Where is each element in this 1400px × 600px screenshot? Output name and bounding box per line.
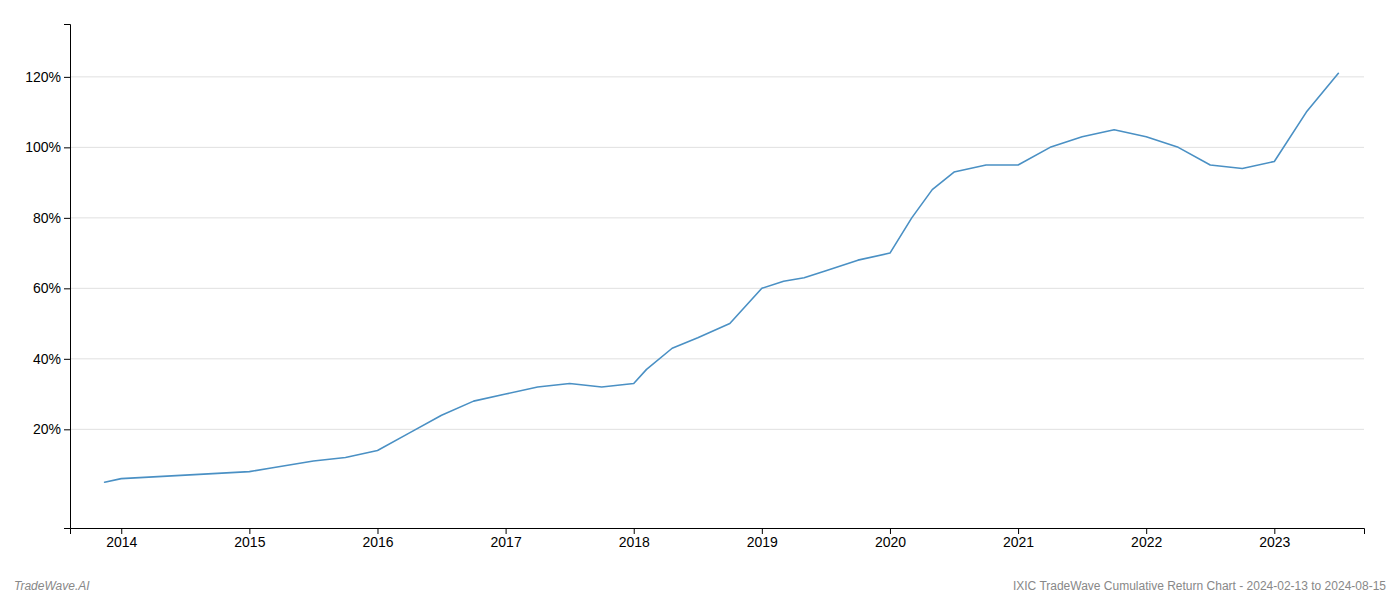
annotations: TradeWave.AI IXIC TradeWave Cumulative Re…	[14, 579, 1386, 593]
x-tick-label: 2020	[875, 534, 906, 550]
x-tick: 2020	[875, 528, 906, 550]
y-axis: 20% 40% 60% 80% 100% 120%	[25, 25, 70, 529]
x-tick: 2022	[1131, 528, 1162, 550]
y-tick-mark	[64, 288, 70, 289]
y-tick-label: 100%	[25, 139, 61, 155]
x-tick-label: 2018	[619, 534, 650, 550]
y-tick-mark	[64, 218, 70, 219]
y-tick: 60%	[33, 280, 70, 296]
x-tick-label: 2021	[1003, 534, 1034, 550]
x-tick-label: 2016	[362, 534, 393, 550]
line	[105, 73, 1339, 482]
y-axis-line	[64, 25, 71, 529]
x-tick-label: 2019	[747, 534, 778, 550]
x-tick-label: 2014	[106, 534, 137, 550]
y-tick-label: 40%	[33, 351, 61, 367]
grid-line	[70, 429, 1364, 430]
x-tick: 2023	[1259, 528, 1290, 550]
y-tick: 100%	[25, 139, 70, 155]
y-tick-mark	[64, 77, 70, 78]
y-tick-label: 20%	[33, 421, 61, 437]
x-tick: 2016	[362, 528, 393, 550]
x-tick: 2014	[106, 528, 137, 550]
y-tick-label: 60%	[33, 280, 61, 296]
grid-line	[70, 76, 1364, 77]
x-tick: 2017	[491, 528, 522, 550]
x-tick-label: 2017	[491, 534, 522, 550]
y-tick-mark	[64, 359, 70, 360]
x-tick-label: 2022	[1131, 534, 1162, 550]
y-tick-label: 120%	[25, 69, 61, 85]
x-axis: 2014 2015 2016 2017 2018 2019 2020 2021 2022 2023	[71, 528, 1365, 550]
y-tick-mark	[64, 147, 70, 148]
y-tick: 120%	[25, 69, 70, 85]
x-tick: 2018	[619, 528, 650, 550]
footer-text: IXIC TradeWave Cumulative Return Chart -…	[1013, 579, 1386, 593]
chart-container: 2014 2015 2016 2017 2018 2019 2020 2021 2022 2023…	[0, 0, 1400, 600]
grid-line	[70, 217, 1364, 218]
y-tick-label: 80%	[33, 210, 61, 226]
x-tick-label: 2015	[234, 534, 265, 550]
grid-line	[70, 358, 1364, 359]
grid-line	[70, 288, 1364, 289]
y-tick: 80%	[33, 210, 70, 226]
chart: 2014 2015 2016 2017 2018 2019 2020 2021 2022 2023…	[0, 0, 1400, 600]
plot-area	[105, 73, 1339, 482]
x-tick: 2021	[1003, 528, 1034, 550]
y-tick: 20%	[33, 421, 70, 437]
x-tick-label: 2023	[1259, 534, 1290, 550]
footer-text: TradeWave.AI	[14, 579, 90, 593]
y-tick-mark	[64, 429, 70, 430]
grid-line	[70, 147, 1364, 148]
x-tick: 2019	[747, 528, 778, 550]
y-tick: 40%	[33, 351, 70, 367]
grid	[70, 77, 1364, 429]
x-tick: 2015	[234, 528, 265, 550]
